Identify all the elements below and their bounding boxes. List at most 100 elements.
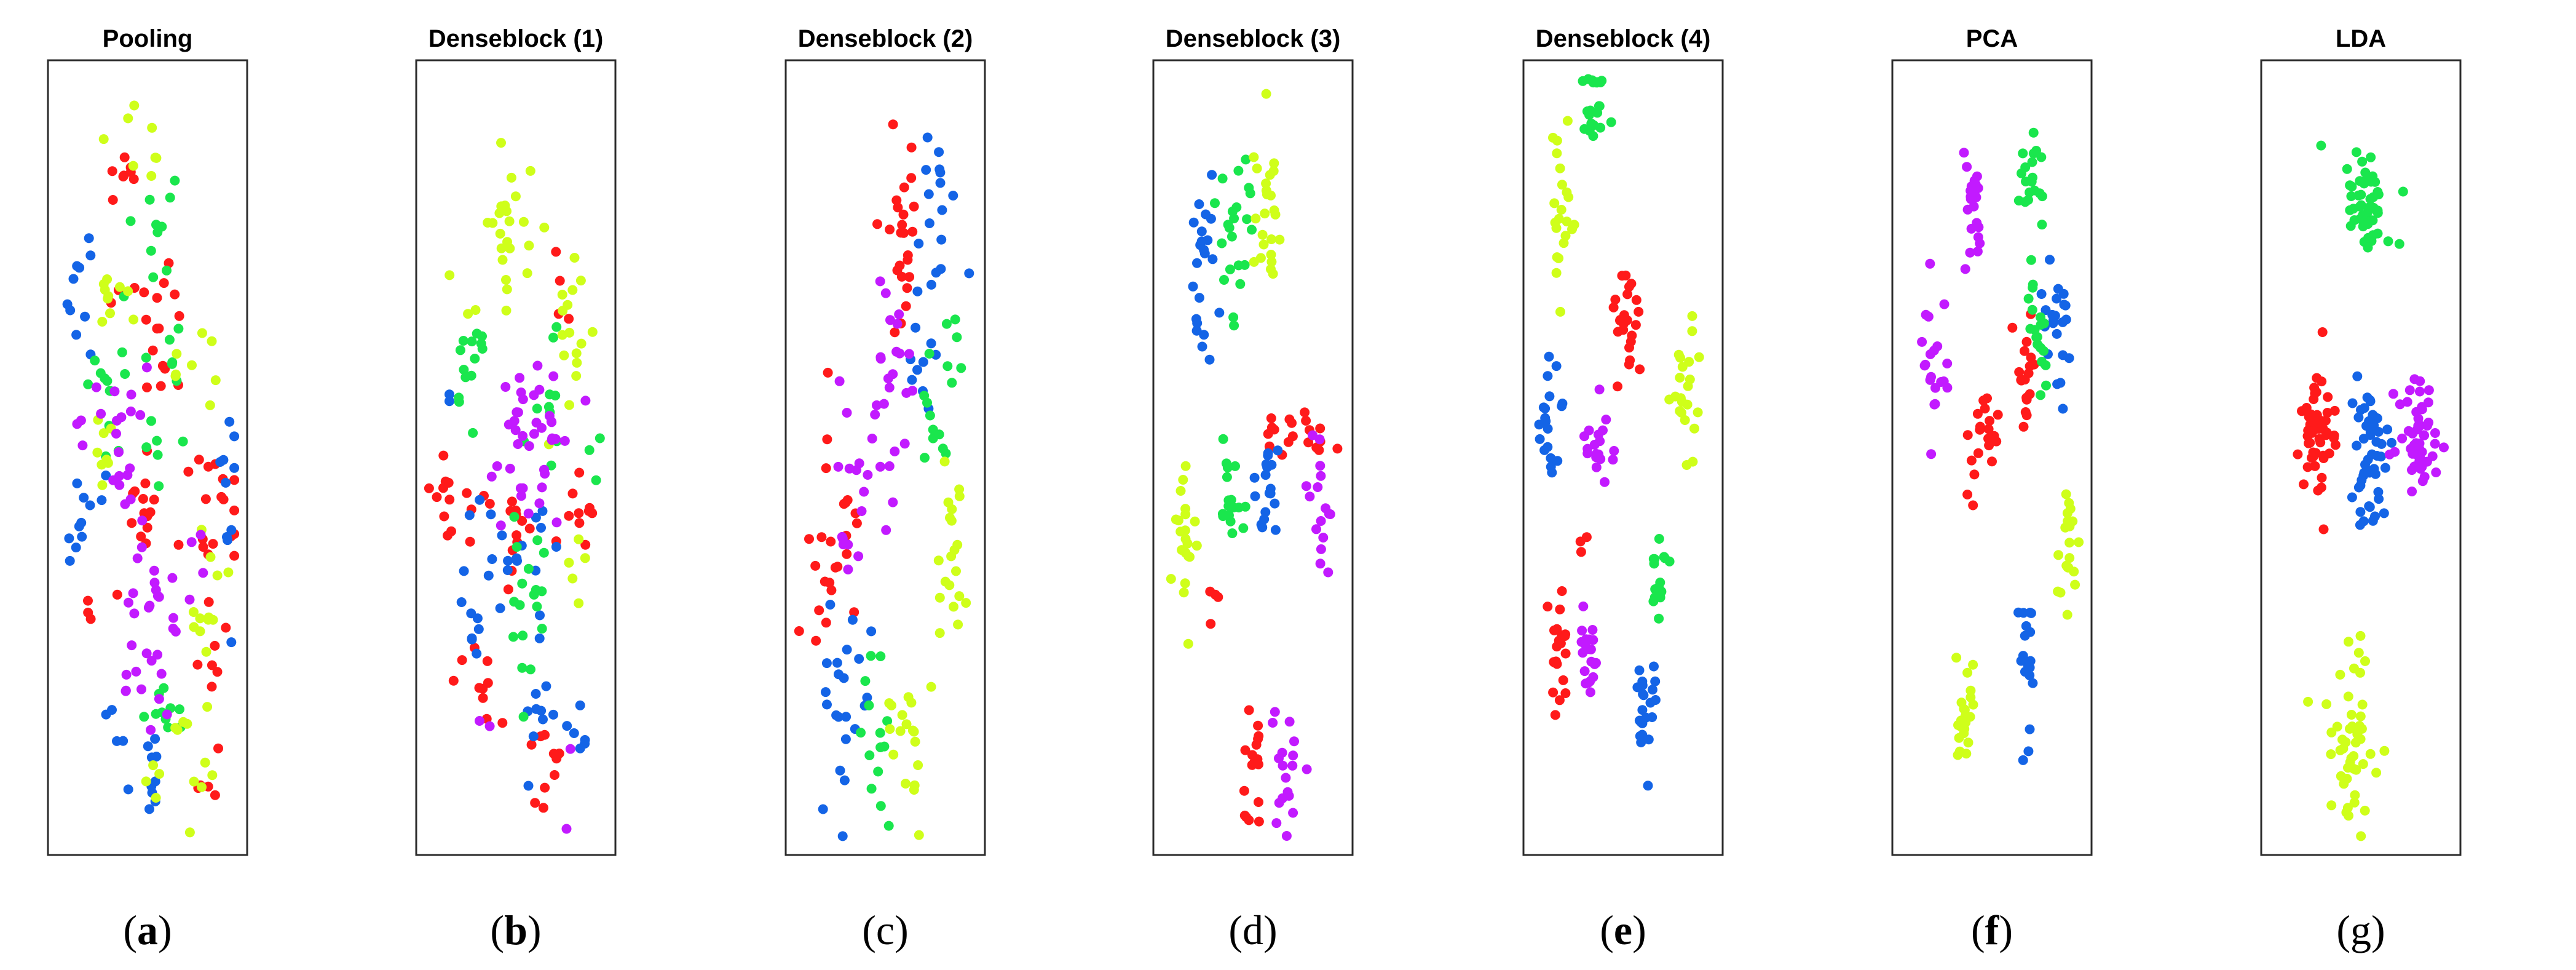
data-point [1301, 416, 1311, 426]
data-point [546, 460, 556, 471]
data-point [125, 216, 136, 226]
data-point [896, 271, 907, 282]
data-point [2370, 177, 2380, 187]
data-point [501, 305, 512, 316]
data-point [101, 471, 111, 480]
data-point [139, 712, 149, 722]
data-point [1613, 381, 1622, 392]
series-yellow [2303, 630, 2390, 841]
data-point [170, 175, 180, 186]
data-point [564, 400, 574, 410]
data-point [954, 484, 965, 495]
data-point [154, 592, 164, 602]
data-point [1591, 462, 1602, 472]
data-point [112, 736, 122, 746]
data-point [1563, 192, 1574, 202]
data-point [1194, 293, 1204, 303]
data-point [79, 493, 89, 503]
data-point [148, 272, 159, 282]
data-point [74, 521, 84, 531]
data-point [2321, 699, 2332, 709]
data-point [1274, 798, 1284, 808]
data-point [1966, 455, 1977, 466]
data-point [1975, 238, 1985, 248]
data-point [901, 719, 912, 729]
data-point [151, 153, 162, 163]
data-point [1654, 613, 1664, 624]
data-point [907, 386, 918, 396]
data-point [1594, 384, 1605, 395]
data-point [2366, 152, 2376, 162]
data-point [142, 382, 152, 392]
data-point [816, 532, 827, 543]
data-point [576, 338, 587, 349]
data-point [1190, 516, 1200, 527]
data-point [1175, 527, 1186, 537]
data-point [144, 600, 155, 611]
data-point [1175, 486, 1186, 496]
data-point [2313, 485, 2323, 496]
data-point [1637, 718, 1648, 728]
data-point [210, 790, 220, 800]
data-point [1634, 665, 1645, 675]
data-point [1188, 281, 1198, 292]
data-point [1222, 472, 1232, 482]
data-point [1316, 516, 1326, 526]
data-point [924, 349, 934, 359]
data-point [1549, 657, 1560, 667]
series-blue [1188, 170, 1283, 535]
data-point [1968, 659, 1978, 670]
data-point [1643, 781, 1653, 791]
data-point [90, 356, 100, 366]
data-point [164, 335, 175, 345]
data-point [1634, 306, 1644, 317]
data-point [187, 360, 197, 370]
data-point [159, 278, 169, 288]
series-red [794, 119, 919, 646]
data-point [875, 276, 885, 287]
data-point [1635, 731, 1645, 741]
data-point [2312, 410, 2322, 420]
data-point [926, 338, 936, 349]
data-point [2039, 346, 2049, 356]
panel-caption: (e) [1600, 907, 1646, 953]
data-point [1627, 330, 1637, 341]
series-green [856, 314, 966, 831]
data-point [550, 770, 559, 780]
data-point [124, 597, 133, 608]
data-point [2349, 797, 2360, 808]
data-point [151, 793, 161, 803]
data-point [1647, 685, 1657, 695]
data-point [1608, 455, 1618, 465]
data-point [1191, 325, 1202, 336]
data-point [951, 566, 961, 576]
data-point [2371, 768, 2382, 778]
data-point [1260, 209, 1270, 219]
data-point [545, 389, 555, 400]
data-point [862, 693, 872, 703]
data-point [1269, 158, 1279, 169]
data-point [226, 637, 237, 648]
series-yellow [1951, 489, 2084, 760]
data-point [924, 218, 934, 228]
data-point [470, 354, 480, 364]
data-point [888, 497, 898, 507]
data-point [188, 607, 199, 617]
data-point [1271, 818, 1282, 829]
data-point [1281, 773, 1291, 783]
data-point [138, 494, 148, 504]
data-point [1223, 495, 1234, 506]
data-point [1315, 559, 1326, 569]
data-point [936, 234, 947, 245]
data-point [1196, 226, 1207, 237]
data-point [899, 182, 909, 193]
data-point [1608, 302, 1619, 312]
data-point [1624, 359, 1634, 370]
data-point [510, 191, 521, 202]
data-point [2344, 637, 2353, 647]
data-point [172, 349, 182, 359]
data-point [2017, 168, 2026, 178]
data-point [424, 483, 434, 493]
data-point [1562, 116, 1573, 126]
data-point [821, 463, 831, 474]
